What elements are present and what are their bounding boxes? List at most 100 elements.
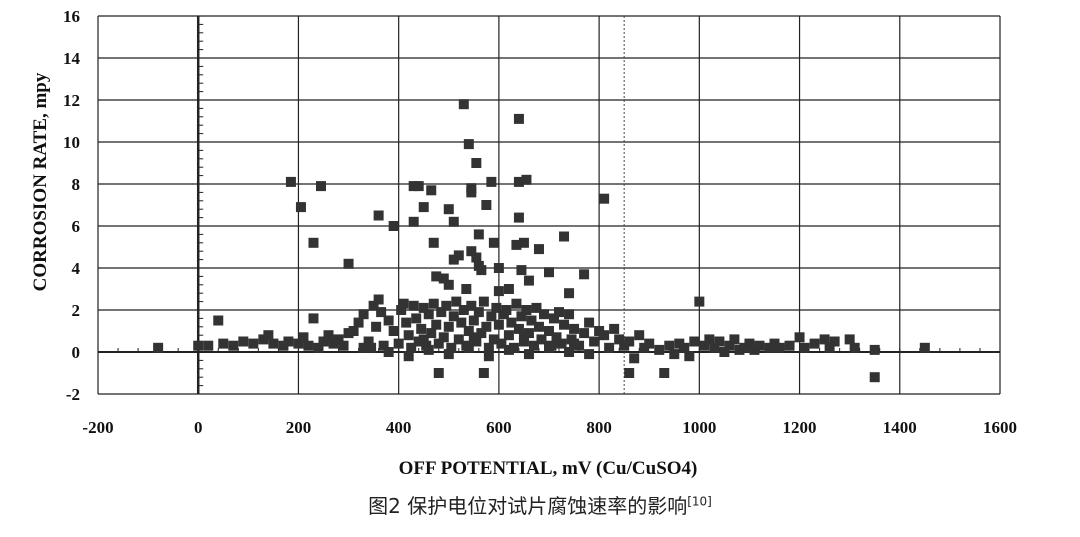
data-point xyxy=(513,176,524,187)
data-point xyxy=(238,336,249,347)
data-point xyxy=(383,347,394,357)
x-tick-label: 800 xyxy=(586,418,612,437)
data-point xyxy=(564,288,575,299)
data-point xyxy=(443,279,454,290)
data-point xyxy=(544,326,554,336)
caption-text: 图2 保护电位对试片腐蚀速率的影响 xyxy=(368,494,688,518)
data-point xyxy=(463,139,474,150)
figure-caption: 图2 保护电位对试片腐蚀速率的影响[10] xyxy=(0,490,1080,519)
data-point xyxy=(569,323,580,334)
data-point xyxy=(378,340,389,351)
x-tick-label: 200 xyxy=(286,418,312,437)
data-point xyxy=(373,294,384,305)
x-tick-label: 1000 xyxy=(682,418,716,437)
data-point xyxy=(518,237,529,248)
data-point xyxy=(418,334,429,345)
data-point xyxy=(619,340,630,351)
data-point xyxy=(704,334,715,345)
data-point xyxy=(443,204,454,215)
data-point xyxy=(468,315,479,326)
data-point xyxy=(308,237,319,248)
data-point xyxy=(604,342,615,353)
data-point xyxy=(521,305,532,315)
data-point xyxy=(258,334,269,345)
data-point xyxy=(511,298,522,309)
data-point xyxy=(348,326,359,336)
data-point xyxy=(461,284,472,294)
data-point xyxy=(426,328,437,339)
data-point xyxy=(829,336,840,347)
data-point xyxy=(408,300,419,311)
data-point xyxy=(503,284,514,294)
data-point xyxy=(554,307,565,318)
data-point xyxy=(491,302,502,313)
data-point xyxy=(809,338,820,349)
data-point xyxy=(684,351,695,362)
data-point xyxy=(729,334,740,345)
data-point xyxy=(749,344,760,355)
data-point xyxy=(476,328,487,339)
data-point xyxy=(338,340,349,351)
data-point xyxy=(478,368,489,378)
data-point xyxy=(764,342,775,353)
data-point xyxy=(383,315,394,326)
data-point xyxy=(408,216,419,227)
data-point xyxy=(481,200,492,210)
data-point xyxy=(388,221,399,231)
data-point xyxy=(699,340,710,351)
data-point xyxy=(428,298,439,309)
data-point xyxy=(744,338,755,349)
data-point xyxy=(473,229,484,240)
data-point xyxy=(398,298,409,309)
data-point xyxy=(366,342,377,353)
data-point xyxy=(418,202,429,213)
data-point xyxy=(401,317,412,328)
data-point xyxy=(674,338,685,349)
y-axis-label: CORROSION RATE, mpy xyxy=(30,72,51,291)
data-point xyxy=(458,305,469,315)
x-tick-label: 1200 xyxy=(783,418,817,437)
data-point xyxy=(769,338,780,349)
data-point xyxy=(869,372,880,383)
data-point xyxy=(486,311,497,322)
data-point xyxy=(634,330,645,341)
data-point xyxy=(371,321,382,332)
data-point xyxy=(844,334,855,345)
data-point xyxy=(448,216,459,227)
data-point xyxy=(343,328,354,339)
data-point xyxy=(508,342,519,353)
data-point xyxy=(518,330,529,341)
data-point xyxy=(428,237,439,248)
data-point xyxy=(544,342,554,353)
data-point xyxy=(416,323,427,334)
data-point xyxy=(308,313,319,324)
data-point xyxy=(794,332,805,343)
data-point xyxy=(493,319,504,330)
data-point xyxy=(471,158,482,168)
x-tick-label: 400 xyxy=(386,418,412,437)
data-point xyxy=(441,300,452,311)
data-point xyxy=(481,321,492,332)
data-point xyxy=(443,321,454,332)
y-tick-label: -2 xyxy=(66,385,80,404)
data-point xyxy=(476,265,487,276)
data-point xyxy=(689,336,700,347)
data-point xyxy=(849,342,860,353)
data-point xyxy=(315,181,326,192)
y-tick-label: 2 xyxy=(72,301,81,320)
data-point xyxy=(478,296,489,307)
data-point xyxy=(426,185,437,196)
data-point xyxy=(569,338,580,349)
data-point xyxy=(413,181,424,192)
data-point xyxy=(523,328,534,339)
data-point xyxy=(358,342,369,353)
data-point xyxy=(466,187,477,198)
data-point xyxy=(453,334,464,345)
data-point xyxy=(503,330,514,341)
data-point xyxy=(248,338,259,349)
data-point xyxy=(734,344,745,355)
data-point xyxy=(528,340,539,351)
x-axis-label: OFF POTENTIAL, mV (Cu/CuSO4) xyxy=(399,458,698,479)
data-point xyxy=(358,309,369,320)
